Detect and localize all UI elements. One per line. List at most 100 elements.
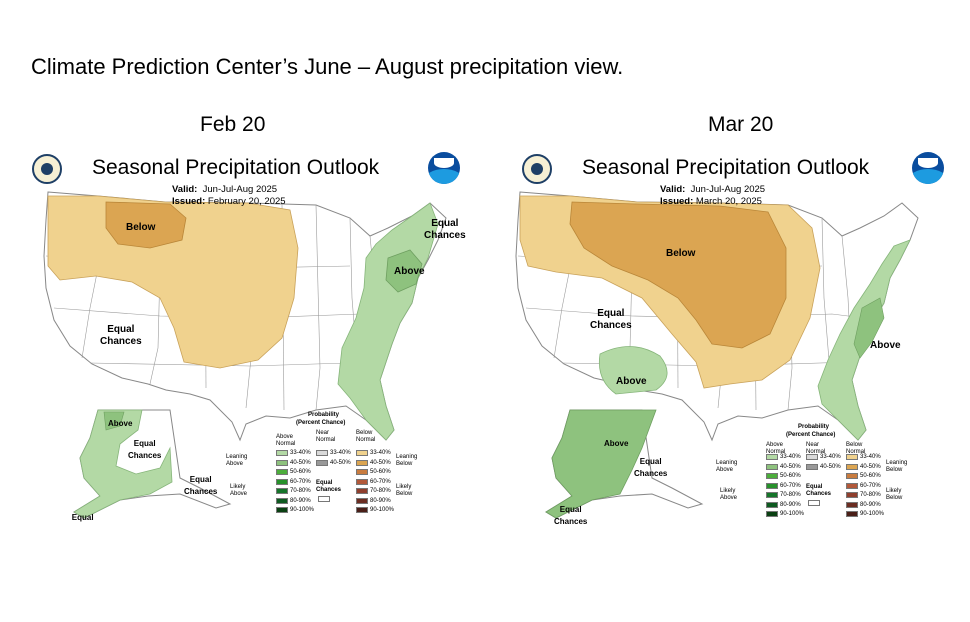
issued-label: Issued: <box>172 196 206 207</box>
legend-bin-below: 80-90% <box>370 497 391 504</box>
legend-bin-below: 40-50% <box>370 459 391 466</box>
legend-col-near: Near Normal <box>316 430 336 443</box>
slide-title: Climate Prediction Center’s June – Augus… <box>31 54 624 79</box>
legend-bin-above: 50-60% <box>780 473 801 479</box>
region-label-ak-equal-sw: Equal Chances <box>554 505 588 526</box>
region-label-equal-ne: Equal Chances <box>424 218 466 241</box>
legend-swatch-below <box>356 459 368 466</box>
legend-swatch-above <box>276 478 288 485</box>
legend-col-below: Below Normal <box>846 442 866 455</box>
legend-bin-above: 50-60% <box>290 469 311 475</box>
legend-swatch-below <box>356 469 368 475</box>
alaska-above-40-50 <box>103 411 125 431</box>
legend-swatch-below <box>356 507 368 513</box>
legend-bin-above: 90-100% <box>290 507 315 513</box>
legend-swatch-below <box>846 511 858 517</box>
legend-bin-above: 60-70% <box>780 482 801 489</box>
region-label-above: Above <box>394 266 425 277</box>
legend-bin-near: 33-40% <box>820 454 841 460</box>
legend-bin-below: 33-40% <box>370 450 391 456</box>
panel-date-mar: Mar 20 <box>708 113 774 136</box>
outlook-map-feb: Seasonal Precipitation Outlook Valid: Ju… <box>20 148 480 526</box>
legend-bin-above: 80-90% <box>780 501 801 508</box>
issued-label: Issued: <box>660 196 694 207</box>
alaska-above-region <box>73 409 173 519</box>
issued-value: March 20, 2025 <box>695 196 762 207</box>
legend-bin-near: 40-50% <box>820 463 841 470</box>
region-label-ak-above: Above <box>604 439 629 448</box>
outlook-map-mar: Seasonal Precipitation Outlook Valid: Ju… <box>492 148 952 526</box>
legend-equal-swatch <box>808 500 820 506</box>
legend-swatch-below <box>356 478 368 485</box>
legend-bin-below: 90-100% <box>370 507 395 513</box>
legend-swatch-near <box>806 454 818 460</box>
legend-col-above: Above Normal <box>276 434 296 447</box>
legend-bin-below: 70-80% <box>370 488 391 494</box>
legend-title: Probability <box>308 412 340 418</box>
legend-bin-above: 40-50% <box>290 459 311 466</box>
region-label-above-east: Above <box>870 340 901 351</box>
legend-bin-below: 40-50% <box>860 463 881 470</box>
legend-swatch-above <box>766 473 778 479</box>
legend-swatch-below <box>846 492 858 498</box>
alaska-above-region <box>545 409 657 519</box>
region-label-above-sw: Above <box>616 376 647 387</box>
region-label-equal-west: Equal Chances <box>100 324 142 347</box>
legend-swatch-below <box>356 450 368 456</box>
valid-value: Jun-Jul-Aug 2025 <box>202 184 278 195</box>
legend-swatch-above <box>276 459 288 466</box>
below-normal-region <box>47 195 299 369</box>
legend-bin-below: 50-60% <box>370 469 391 475</box>
legend-likely-below: Likely Below <box>886 488 903 501</box>
legend-swatch-below <box>356 497 368 504</box>
region-label-ak-equal-sw: Equal Chances <box>66 513 99 526</box>
legend-swatch-above <box>766 454 778 460</box>
legend-likely-above: Likely Above <box>720 488 738 501</box>
above-normal-40-50 <box>385 249 423 293</box>
legend-bin-near: 40-50% <box>330 459 351 466</box>
region-label-ak-equal-se: Equal Chances <box>184 475 218 496</box>
below-normal-40-50 <box>569 201 787 349</box>
issued-value: February 20, 2025 <box>207 196 286 207</box>
legend-swatch-above <box>766 482 778 489</box>
legend-title: Probability <box>798 424 830 430</box>
legend-swatch-below <box>846 501 858 508</box>
legend-bin-above: 90-100% <box>780 511 805 517</box>
region-label-ak-equal: Equal Chances <box>634 457 668 478</box>
legend-likely-above: Likely Above <box>230 484 248 497</box>
legend-bin-below: 33-40% <box>860 454 881 460</box>
legend-bin-below: 80-90% <box>860 501 881 508</box>
legend-swatch-below <box>846 482 858 489</box>
legend-swatch-below <box>846 454 858 460</box>
legend-bin-below: 60-70% <box>370 478 391 485</box>
doc-seal-icon <box>32 154 62 184</box>
legend-col-above: Above Normal <box>766 442 786 455</box>
above-normal-sw <box>598 346 668 395</box>
noaa-logo-icon <box>428 152 460 184</box>
legend-col-near: Near Normal <box>806 442 826 455</box>
valid-label: Valid: <box>660 184 686 195</box>
legend-swatch-above <box>276 450 288 456</box>
region-label-ak-equal: Equal Chances <box>128 439 162 460</box>
map-graphic-mar <box>515 191 919 519</box>
legend-subtitle: (Percent Chance) <box>296 420 346 426</box>
legend-swatch-near <box>316 459 328 466</box>
legend-leaning-below: Leaning Below <box>396 454 418 467</box>
legend-swatch-above <box>766 511 778 517</box>
above-normal-40-50 <box>853 297 885 359</box>
legend-swatch-above <box>276 488 288 494</box>
legend-swatch-below <box>846 463 858 470</box>
legend-swatch-above <box>276 507 288 513</box>
legend-bin-near: 33-40% <box>330 450 351 456</box>
legend-equal-chances: Equal Chances <box>806 484 832 497</box>
below-normal-40-50 <box>105 201 187 249</box>
map-meta: Valid: Jun-Jul-Aug 2025 Issued: March 20… <box>660 184 765 208</box>
legend-swatch-above <box>766 501 778 508</box>
region-label-equal-west: Equal Chances <box>590 308 632 331</box>
valid-label: Valid: <box>172 184 198 195</box>
legend-bin-above: 60-70% <box>290 478 311 485</box>
legend-bin-above: 70-80% <box>290 488 311 494</box>
legend-swatch-below <box>356 488 368 494</box>
legend-equal-chances: Equal Chances <box>316 480 342 493</box>
valid-value: Jun-Jul-Aug 2025 <box>690 184 766 195</box>
